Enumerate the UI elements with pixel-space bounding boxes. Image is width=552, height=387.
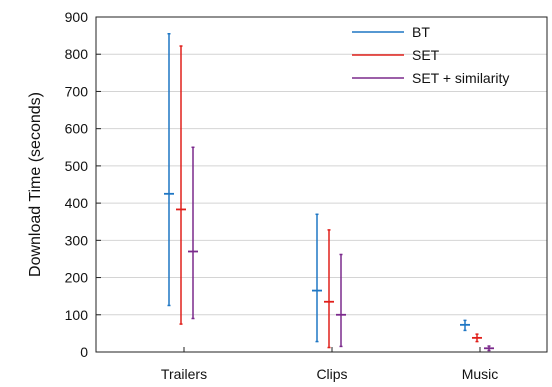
legend-entry-label: SET (412, 47, 440, 63)
legend-entry-label: BT (412, 24, 430, 40)
series-group (164, 33, 494, 352)
series-set-similarity (188, 146, 494, 352)
y-tick-label: 600 (65, 121, 89, 137)
y-tick-label: 100 (65, 307, 89, 323)
y-tick-label: 700 (65, 83, 89, 99)
y-tick-label: 900 (65, 9, 89, 25)
y-tick-label: 500 (65, 158, 89, 174)
legend-entry-label: SET + similarity (412, 70, 509, 86)
y-tick-label: 300 (65, 232, 89, 248)
plot-frame (95, 16, 548, 353)
series-set (176, 45, 482, 349)
x-tick-label: Music (462, 366, 499, 382)
series-bt (164, 33, 470, 343)
y-tick-label: 200 (65, 270, 89, 286)
y-tick-label: 800 (65, 46, 89, 62)
x-axis: Trailers Clips Music (161, 347, 498, 382)
x-tick-label: Clips (316, 366, 347, 382)
x-tick-label: Trailers (161, 366, 207, 382)
y-tick-label: 400 (65, 195, 89, 211)
y-tick-label: 0 (80, 344, 88, 360)
y-axis: 0 100 200 300 400 500 600 700 800 900 (65, 9, 101, 360)
grid (96, 53, 547, 316)
y-axis-label: Download Time (seconds) (27, 92, 44, 277)
legend: BT SET SET + similarity (352, 24, 509, 86)
